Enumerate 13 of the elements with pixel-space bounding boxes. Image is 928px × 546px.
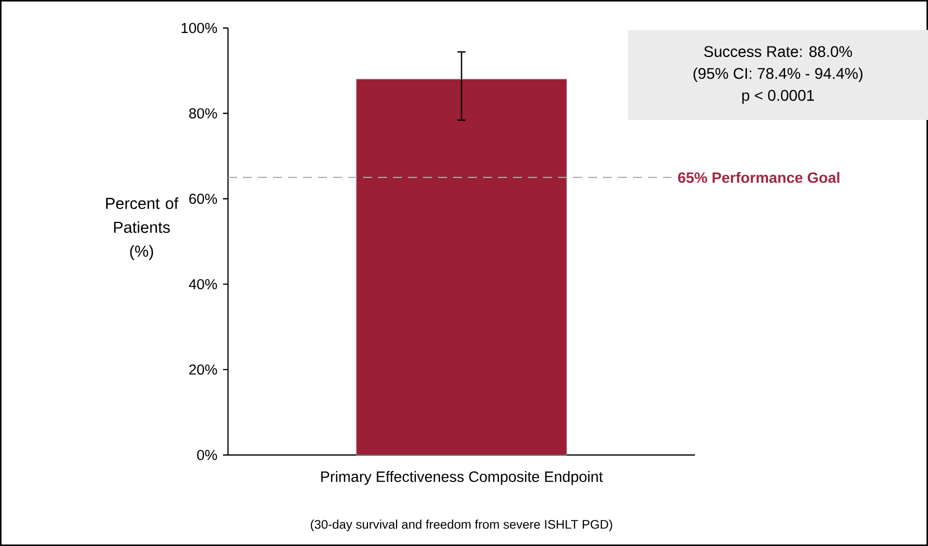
y-tick-label: 100% xyxy=(182,22,217,34)
y-tick-label: 40% xyxy=(188,279,217,290)
x-axis-title: (30-day survival and freedom from severe ISHLT PGD) xyxy=(310,520,612,532)
y-tick-label: 80% xyxy=(189,108,217,118)
x-tick-label: Primary Effectiveness Composite Endpoint xyxy=(321,471,603,485)
ref-line-label: 65% Performance Goal xyxy=(678,172,840,183)
text: (95% CI: 78.4% - 94.4%) xyxy=(694,68,862,82)
y-tick-label: 20% xyxy=(189,364,217,375)
text: Success Rate: 88.0% xyxy=(704,46,852,58)
text: p < 0.0001 xyxy=(742,90,814,104)
y-tick-label: 60% xyxy=(189,194,217,204)
y-axis-title: Percent of Patients (%) xyxy=(106,197,178,260)
y-tick-label: 0% xyxy=(197,450,217,460)
